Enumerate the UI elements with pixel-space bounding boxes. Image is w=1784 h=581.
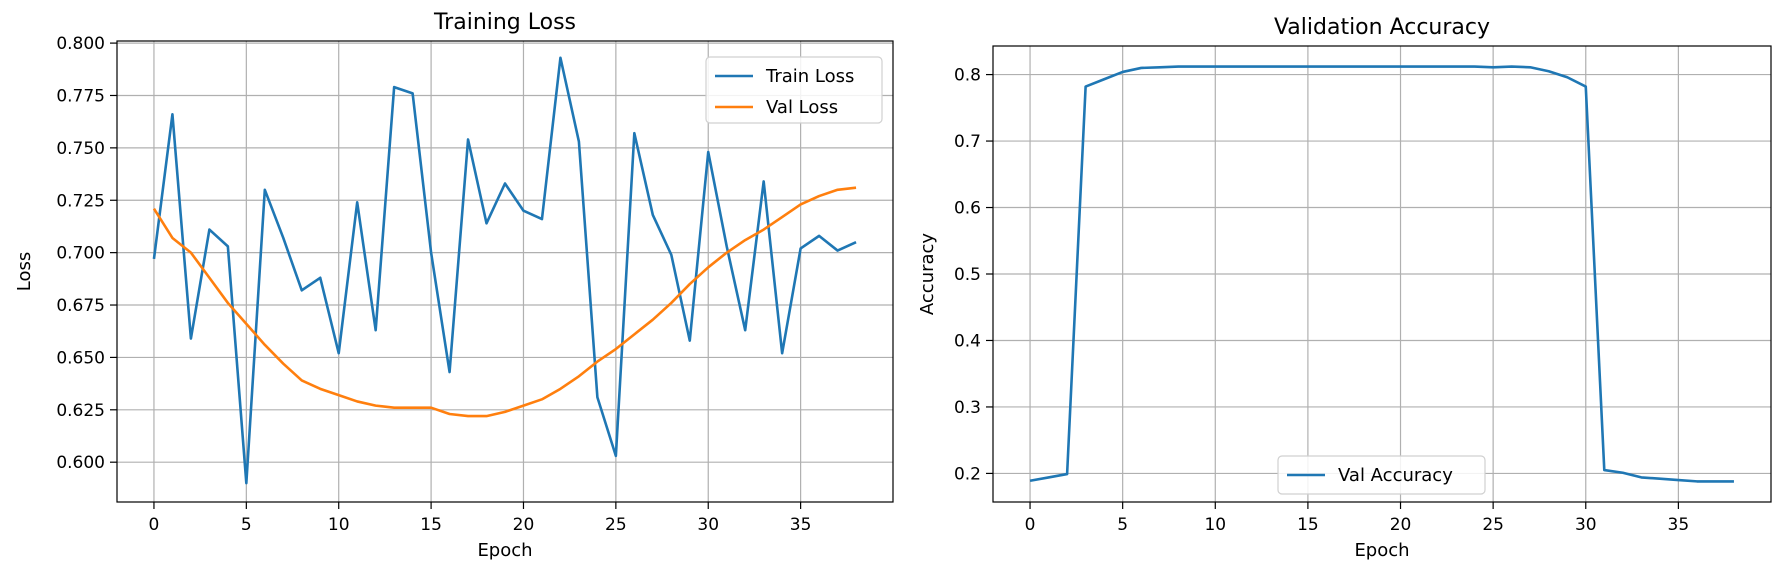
grid	[993, 46, 1771, 502]
x-axis: 0 5 10 15 20 25 30 35	[1025, 502, 1690, 535]
y-tick-label: 0.675	[56, 296, 105, 316]
x-tick-label: 15	[1297, 515, 1319, 535]
y-tick-label: 0.3	[954, 398, 981, 418]
x-tick-label: 0	[1025, 515, 1036, 535]
x-axis-label: Epoch	[1354, 540, 1409, 561]
x-tick-label: 35	[790, 515, 812, 535]
x-tick-label: 10	[328, 515, 350, 535]
training-loss-chart: 0 5 10 15 20 25 30 350.6000.6250.6500.6750.7000…	[14, 10, 894, 561]
x-tick-label: 30	[1575, 515, 1597, 535]
plot-frame	[116, 40, 894, 503]
validation-accuracy-chart: 0 5 10 15 20 25 30 35 0.2 0.3 0.4 0.5 0.6 0.7 0.8 Valid…	[917, 15, 1772, 561]
y-tick-label: 0.600	[56, 453, 105, 473]
grid	[117, 41, 893, 502]
x-tick-label: 15	[420, 515, 442, 535]
y-tick-label: 0.650	[56, 348, 105, 368]
y-tick-label: 0.775	[56, 86, 105, 106]
series-group	[1029, 65, 1734, 483]
chart-title: Validation Accuracy	[1274, 15, 1490, 40]
x-tick-label: 20	[1390, 515, 1412, 535]
x-tick-label: 5	[1117, 515, 1128, 535]
x-tick-label: 20	[513, 515, 535, 535]
y-axis-label: Accuracy	[917, 233, 938, 316]
legend-box	[1277, 455, 1486, 495]
y-tick-label: 0.7	[954, 132, 981, 152]
x-tick-label: 10	[1204, 515, 1226, 535]
y-axis: 0.2 0.3 0.4 0.5 0.6 0.7 0.8	[954, 66, 993, 484]
y-tick-label: 0.725	[56, 191, 105, 211]
x-tick-label: 5	[241, 515, 252, 535]
x-axis: 0 5 10 15 20 25 30 35	[149, 502, 812, 535]
x-tick-label: 0	[149, 515, 160, 535]
series-line-val-loss	[152, 186, 857, 418]
y-tick-label: 0.700	[56, 244, 105, 264]
x-tick-label: 25	[1482, 515, 1504, 535]
y-axis: 0.600 0.625 0.650 0.675 0.700 0.725 0.750 0.775…	[56, 34, 117, 473]
y-tick-label: 0.800	[56, 34, 105, 54]
series-line-val-accuracy	[1029, 65, 1734, 483]
y-tick-label: 0.6	[954, 199, 981, 219]
x-tick-label: 35	[1668, 515, 1690, 535]
y-tick-label: 0.8	[954, 66, 981, 86]
y-tick-label: 0.5	[954, 265, 981, 285]
x-tick-label: 25	[605, 515, 627, 535]
legend-label: Train Loss	[765, 66, 854, 87]
y-tick-label: 0.625	[56, 401, 105, 421]
legend: Val Accuracy	[1277, 455, 1486, 495]
y-tick-label: 0.750	[56, 139, 105, 159]
y-tick-label: 0.4	[954, 331, 981, 351]
y-axis-label: Loss	[14, 252, 35, 291]
legend: Train Loss Val Loss	[705, 56, 883, 124]
x-axis-label: Epoch	[477, 540, 532, 561]
legend-label: Val Loss	[766, 97, 838, 118]
chart-title: Training Loss	[433, 10, 576, 35]
series-line-train-loss	[152, 56, 857, 485]
series-group	[152, 56, 857, 485]
y-tick-label: 0.2	[954, 464, 981, 484]
x-tick-label: 30	[697, 515, 719, 535]
legend-label: Val Accuracy	[1338, 465, 1453, 486]
